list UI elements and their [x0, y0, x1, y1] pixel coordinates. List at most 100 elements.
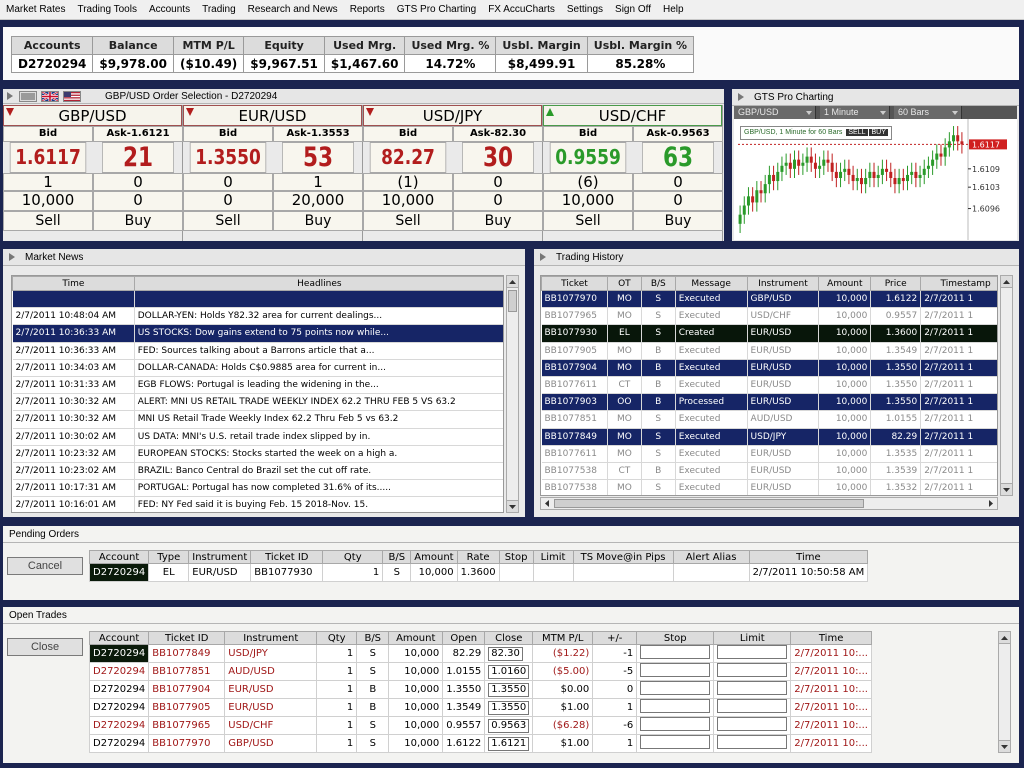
open-trades-column-header[interactable]: Account	[88, 631, 150, 645]
open-trades-column-header[interactable]: Instrument	[224, 631, 318, 645]
scroll-right-icon[interactable]	[985, 498, 997, 509]
cancel-button[interactable]: Cancel	[7, 557, 83, 575]
open-trade-limit-input[interactable]	[713, 662, 792, 681]
pending-column-header[interactable]: Ticket ID	[250, 550, 324, 564]
stop-input-box[interactable]	[640, 645, 711, 659]
symbol-dropdown[interactable]: GBP/USD	[734, 106, 816, 119]
scroll-down-icon[interactable]	[507, 500, 518, 512]
sell-button[interactable]: Sell	[363, 211, 453, 231]
hscroll-thumb[interactable]	[554, 499, 864, 508]
open-trades-column-header[interactable]: Qty	[316, 631, 358, 645]
us-flag-icon[interactable]	[63, 91, 81, 102]
open-trade-row[interactable]: D2720294 BB1077904 EUR/USD 1 B 10,000 1.3550 1.…	[88, 680, 872, 699]
news-row[interactable]: 2/7/2011 10:16:01 AM FED: NY Fed said it …	[12, 496, 503, 512]
limit-input-box[interactable]	[717, 699, 788, 713]
news-column-header[interactable]: Headlines	[133, 276, 503, 291]
pending-column-header[interactable]: Instrument	[188, 550, 252, 564]
history-column-header[interactable]: Amount	[818, 276, 872, 291]
open-trade-limit-input[interactable]	[713, 680, 792, 699]
menu-item-sign-off[interactable]: Sign Off	[615, 3, 651, 15]
news-row[interactable]: 2/7/2011 10:17:31 AM PORTUGAL: Portugal h…	[12, 479, 503, 498]
news-row[interactable]: 2/7/2011 10:36:33 AM US STOCKS: Dow gains…	[12, 324, 503, 343]
history-row[interactable]: BB1077965 MO S Executed USD/CHF 10,000 0.9557 2…	[541, 307, 997, 326]
open-trades-column-header[interactable]: +/-	[592, 631, 638, 645]
open-trades-column-header[interactable]: Amount	[388, 631, 444, 645]
news-row[interactable]: 2/7/2011 10:34:03 AM DOLLAR-CANADA: Holds…	[12, 359, 503, 377]
open-trade-limit-input[interactable]	[713, 698, 792, 717]
history-column-header[interactable]: OT	[606, 276, 642, 291]
menu-item-research-and-news[interactable]: Research and News	[247, 3, 338, 15]
sell-button[interactable]: Sell	[543, 211, 633, 231]
history-row[interactable]: BB1077903 OO B Processed EUR/USD 10,000 1.3550…	[541, 393, 997, 412]
ask-price[interactable]: 21	[102, 142, 174, 173]
open-trades-column-header[interactable]: Open	[442, 631, 486, 645]
history-row[interactable]: BB1077851 MO S Executed AUD/USD 10,000 1.0155 2…	[541, 410, 997, 429]
history-row[interactable]: BB1077611 CT B Executed EUR/USD 10,000 1.3550 2…	[541, 376, 997, 395]
history-hscrollbar[interactable]	[540, 497, 998, 510]
open-trade-row[interactable]: D2720294 BB1077851 AUD/USD 1 S 10,000 1.0155 1.…	[88, 662, 872, 681]
interval-dropdown[interactable]: 1 Minute	[820, 106, 890, 119]
pending-column-header[interactable]: TS Move@in Pips	[572, 550, 674, 564]
news-row[interactable]	[12, 290, 503, 309]
history-row[interactable]: BB1077930 EL S Created EUR/USD 10,000 1.3600 2/…	[541, 324, 997, 343]
pending-column-header[interactable]: Rate	[456, 550, 500, 564]
open-trade-stop-input[interactable]	[636, 662, 715, 681]
history-row[interactable]: BB1077611 MO S Executed EUR/USD 10,000 1.3535 2…	[541, 445, 997, 463]
chart-buy-button[interactable]: BUY	[869, 129, 888, 136]
news-row[interactable]: 2/7/2011 10:48:04 AM DOLLAR-YEN: Holds Y8…	[12, 307, 503, 326]
open-trades-scrollbar[interactable]	[998, 631, 1011, 753]
open-trade-stop-input[interactable]	[636, 734, 715, 753]
open-trades-column-header[interactable]: Limit	[713, 631, 792, 645]
history-column-header[interactable]: Ticket	[541, 276, 608, 291]
bars-dropdown[interactable]: 60 Bars	[894, 106, 962, 119]
open-trade-stop-input[interactable]	[636, 716, 715, 735]
news-row[interactable]: 2/7/2011 10:30:32 AM ALERT: MNI US RETAIL…	[12, 393, 503, 412]
scroll-up-icon[interactable]	[999, 632, 1010, 644]
ask-price[interactable]: 63	[642, 142, 714, 173]
history-row[interactable]: BB1077970 MO S Executed GBP/USD 10,000 1.6122 2…	[541, 290, 997, 309]
history-row[interactable]: BB1077538 MO S Executed EUR/USD 10,000 1.3532 2…	[541, 479, 997, 495]
news-row[interactable]: 2/7/2011 10:23:02 AM BRAZIL: Banco Centra…	[12, 462, 503, 481]
pending-column-header[interactable]: B/S	[382, 550, 412, 564]
menu-item-accounts[interactable]: Accounts	[148, 3, 191, 15]
open-trade-limit-input[interactable]	[713, 716, 792, 735]
history-column-header[interactable]: Instrument	[746, 276, 820, 291]
open-trade-limit-input[interactable]	[713, 734, 792, 753]
pending-column-header[interactable]: Limit	[532, 550, 574, 564]
scroll-down-icon[interactable]	[999, 740, 1010, 752]
open-trades-column-header[interactable]: B/S	[356, 631, 390, 645]
limit-input-box[interactable]	[717, 645, 788, 659]
menu-item-reports[interactable]: Reports	[349, 3, 385, 15]
collapse-arrow-icon[interactable]	[7, 92, 13, 100]
limit-input-box[interactable]	[717, 717, 788, 731]
history-column-header[interactable]: Timestamp	[920, 276, 997, 291]
scroll-thumb[interactable]	[508, 290, 517, 312]
sell-button[interactable]: Sell	[3, 211, 93, 231]
buy-button[interactable]: Buy	[93, 211, 183, 231]
open-trades-column-header[interactable]: Ticket ID	[148, 631, 226, 645]
ask-price[interactable]: 53	[282, 142, 354, 173]
pending-column-header[interactable]: Type	[148, 550, 190, 564]
history-column-header[interactable]: Message	[674, 276, 748, 291]
history-column-header[interactable]: B/S	[640, 276, 676, 291]
open-trade-limit-input[interactable]	[713, 644, 792, 663]
scroll-down-icon[interactable]	[1001, 483, 1012, 495]
bid-price[interactable]: 82.27	[369, 142, 447, 173]
buy-button[interactable]: Buy	[633, 211, 723, 231]
bid-price[interactable]: 1.3550	[189, 142, 267, 173]
stop-input-box[interactable]	[640, 735, 711, 749]
history-scrollbar[interactable]	[1000, 275, 1013, 496]
pending-order-row[interactable]: D2720294 EL EUR/USD BB1077930 1 S 10,000 1.3600…	[88, 563, 869, 582]
open-trade-stop-input[interactable]	[636, 644, 715, 663]
collapse-arrow-icon[interactable]	[540, 253, 546, 261]
pending-column-header[interactable]: Account	[88, 550, 150, 564]
news-scrollbar[interactable]	[506, 275, 519, 513]
scroll-up-icon[interactable]	[507, 276, 518, 288]
open-trade-row[interactable]: D2720294 BB1077849 USD/JPY 1 S 10,000 82.29 82.…	[88, 644, 872, 663]
open-trade-row[interactable]: D2720294 BB1077970 GBP/USD 1 S 10,000 1.6122 1.…	[88, 734, 872, 753]
menu-item-help[interactable]: Help	[662, 3, 684, 15]
open-trades-column-header[interactable]: Close	[484, 631, 534, 645]
scroll-left-icon[interactable]	[541, 498, 553, 509]
menu-item-settings[interactable]: Settings	[566, 3, 604, 15]
buy-button[interactable]: Buy	[273, 211, 363, 231]
